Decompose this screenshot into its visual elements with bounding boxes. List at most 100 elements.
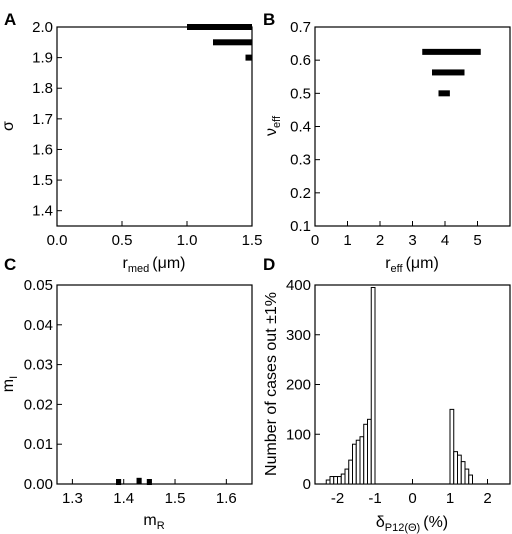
panel-d-letter: D (263, 255, 275, 274)
panel-d-ytick-label: 400 (286, 277, 311, 294)
panel-d-ytick-label: 200 (286, 377, 311, 394)
panel-a-ylabel: σ (0, 121, 17, 131)
panel-d-hist-bar (453, 451, 458, 485)
panel-c-bar (136, 477, 142, 484)
panel-a-frame (56, 26, 253, 227)
panel-b-ytick-label: 0.3 (290, 152, 311, 169)
panel-c-yticks: 0.00 0.01 0.02 0.03 0.04 0.05 (24, 277, 62, 493)
panel-c-letter: C (4, 255, 16, 274)
panel-b-bar (432, 69, 465, 76)
panel-b-ytick-label: 0.2 (290, 185, 311, 202)
panel-b-bars (422, 48, 481, 97)
panel-a-yticks: 1.4 1.5 1.6 1.7 1.8 1.9 2.0 (32, 19, 62, 220)
panel-a-letter: A (4, 10, 16, 29)
panel-b-xtick-label: 0 (311, 232, 319, 249)
panel-d-hist-bar (355, 439, 361, 485)
panel-d-hist-bar (340, 473, 346, 485)
panel-a-xtick-label: 0.5 (112, 232, 133, 249)
panel-b-ytick-label: 0.6 (290, 52, 311, 69)
panel-d-hist-bar (337, 476, 342, 485)
panel-b-frame (314, 26, 511, 227)
panel-d-hist-bar (348, 459, 353, 485)
panel-d-hist-bar (449, 408, 455, 485)
panel-d-hist-bar (363, 423, 368, 485)
panel-d-bars (325, 286, 473, 485)
panel-a-ytick-label: 1.8 (32, 80, 53, 97)
panel-c-frame (56, 284, 253, 485)
panel-a-xtick-label: 0.0 (47, 232, 68, 249)
panel-a-xlabel: rmed (μm) (123, 255, 186, 275)
panel-d-hist-bar (333, 476, 338, 485)
panel-a-ytick-label: 2.0 (32, 19, 53, 36)
panel-c-bars (116, 477, 152, 486)
panel-b: B 0.1 0.2 0.3 0.4 0.5 0.6 0.7 0 1 2 3 4 5 νeff reff… (263, 10, 511, 275)
panel-d-hist-bar (359, 436, 365, 485)
panel-a-ytick-label: 1.5 (32, 172, 53, 189)
panel-a-xtick-label: 1.5 (242, 232, 263, 249)
panel-c-bar (116, 479, 122, 486)
panel-c-ytick-label: 0.05 (24, 277, 53, 294)
panel-d-hist-bar (370, 286, 376, 485)
panel-a-xtick-label: 1.0 (177, 232, 198, 249)
panel-c-bar (146, 479, 152, 486)
panel-b-xtick-label: 4 (441, 232, 449, 249)
panel-a-bars (187, 24, 252, 61)
panel-d-yticks: 0 100 200 300 400 (286, 277, 320, 493)
panel-d-xtick-label: 1 (446, 490, 454, 507)
panel-d-xtick-label: -1 (368, 490, 381, 507)
panel-a-ytick-label: 1.7 (32, 111, 53, 128)
panel-d-hist-bar (325, 479, 331, 485)
panel-c-ytick-label: 0.04 (24, 317, 53, 334)
panel-a-ytick-label: 1.6 (32, 141, 53, 158)
panel-a-ytick-label: 1.9 (32, 50, 53, 67)
panel-c-ytick-label: 0.03 (24, 357, 53, 374)
panel-d-xtick-label: 0 (408, 490, 416, 507)
panel-d-xlabel: δP12(Θ) (%) (376, 514, 448, 534)
panel-c-ytick-label: 0.00 (24, 476, 53, 493)
panel-d-hist-bar (460, 461, 466, 485)
panel-b-xticks: 0 1 2 3 4 5 (311, 221, 482, 249)
panel-b-xtick-label: 1 (343, 232, 351, 249)
panel-c-xtick-label: 1.3 (62, 490, 83, 507)
panel-d-hist-bar (457, 454, 462, 485)
panel-d-ytick-label: 0 (303, 476, 311, 493)
panel-c-ylabel: mI (0, 376, 20, 392)
panel-b-ytick-label: 0.5 (290, 85, 311, 102)
panel-b-bar (438, 90, 450, 97)
panel-a-xticks: 0.0 0.5 1.0 1.5 (47, 221, 263, 249)
panel-b-xtick-label: 5 (473, 232, 481, 249)
panel-d-hist-bar (344, 468, 350, 485)
panel-d-xticks: -2 -1 0 1 2 (331, 479, 492, 507)
panel-d-xtick-label: -2 (331, 490, 344, 507)
panel-b-ytick-label: 0.7 (290, 19, 311, 36)
panel-d-ytick-label: 300 (286, 327, 311, 344)
panel-a-bar (187, 24, 252, 30)
panel-b-letter: B (263, 10, 275, 29)
panel-b-ytick-label: 0.4 (290, 119, 311, 136)
panel-a-ytick-label: 1.4 (32, 203, 53, 220)
panel-d-ylabel: Number of cases out ±1% (263, 292, 280, 476)
panel-b-xlabel: reff (μm) (385, 255, 439, 275)
panel-c-xtick-label: 1.4 (113, 490, 134, 507)
panel-d-frame (314, 284, 511, 485)
panel-d-ytick-label: 100 (286, 426, 311, 443)
panel-c-xlabel: mR (143, 512, 164, 532)
panel-d-hist-bar (329, 476, 335, 485)
panel-c-xticks: 1.3 1.4 1.5 1.6 (62, 479, 237, 507)
panel-d-hist-bar (468, 474, 473, 485)
panel-c-xtick-label: 1.6 (216, 490, 237, 507)
panel-a-bar (213, 39, 252, 46)
panel-d-hist-bar (367, 418, 372, 485)
panel-d-xtick-label: 2 (483, 490, 491, 507)
panel-d-hist-bar (352, 443, 357, 485)
panel-b-xtick-label: 3 (408, 232, 416, 249)
panel-b-xtick-label: 2 (376, 232, 384, 249)
panel-d: D 0 100 200 300 400 -2 -1 0 1 2 Number of cases … (263, 255, 511, 534)
panel-a-bar (245, 54, 252, 61)
panel-c-ytick-label: 0.01 (24, 436, 53, 453)
panel-d-hist-bar (464, 468, 470, 485)
panel-a: A 1.4 1.5 1.6 1.7 1.8 1.9 2.0 0.0 0.5 1.0 1.5 σ r… (0, 10, 262, 275)
panel-c-xtick-label: 1.5 (165, 490, 186, 507)
panel-b-ytick-label: 0.1 (290, 218, 311, 235)
